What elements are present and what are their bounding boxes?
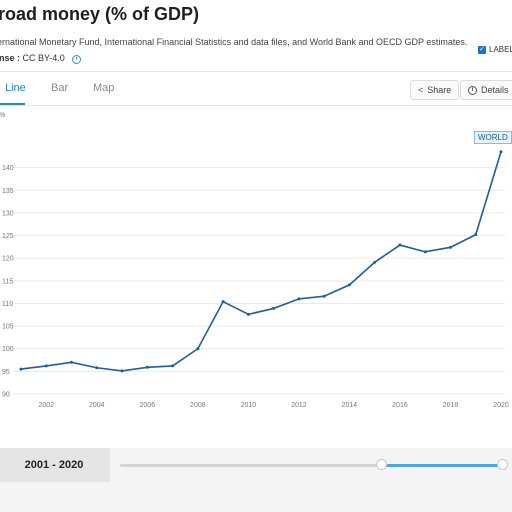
page-title: road money (% of GDP) [0, 4, 200, 24]
data-point[interactable] [297, 297, 301, 301]
y-axis-ticks: 90 95 100 105 110 115 120 125 130 135 140 [2, 165, 14, 398]
data-point[interactable] [120, 369, 124, 373]
y-tick-label: 100 [2, 346, 14, 353]
range-label: 2001 - 2020 [0, 448, 110, 482]
source-note: ernational Monetary Fund, International … [0, 37, 468, 47]
legend-label: LABEL [489, 45, 512, 54]
data-point[interactable] [423, 250, 427, 254]
x-tick-label: 2010 [241, 402, 257, 409]
chart-grid [14, 167, 505, 395]
y-tick-label: 125 [2, 233, 14, 240]
data-point[interactable] [246, 312, 250, 316]
series-line [20, 151, 502, 372]
range-end-handle[interactable] [497, 459, 508, 470]
y-tick-label: 140 [2, 165, 14, 172]
line-chart: 90 95 100 105 110 115 120 125 130 135 140 2002 2004… [0, 112, 509, 409]
range-slider[interactable] [120, 459, 508, 470]
share-icon: < [418, 85, 424, 95]
info-icon[interactable]: i [72, 55, 82, 64]
details-label: Details [481, 85, 509, 95]
range-start-handle[interactable] [376, 459, 387, 470]
chart-card: Line Bar Map < Share i Details [0, 71, 512, 449]
x-tick-label: 2004 [89, 402, 105, 409]
series-tooltip: WORLD [474, 131, 512, 144]
x-axis-ticks: 2002 2004 2006 2008 2010 2012 2014 2016 2018 2020 [38, 402, 508, 409]
y-tick-label: 130 [2, 210, 14, 217]
license-value: CC BY-4.0 [22, 53, 65, 63]
x-tick-label: 2002 [38, 402, 54, 409]
data-point[interactable] [373, 260, 377, 264]
data-point[interactable] [44, 364, 48, 368]
tab-line[interactable]: Line [5, 82, 26, 94]
range-slider-fill [382, 464, 504, 467]
y-tick-label: 110 [2, 301, 13, 308]
y-tick-label: 115 [2, 278, 13, 285]
y-tick-label: 120 [2, 256, 14, 263]
series-world [19, 150, 503, 373]
active-tab-indicator [0, 103, 25, 105]
x-tick-label: 2012 [291, 402, 307, 409]
data-point[interactable] [398, 243, 402, 247]
y-tick-label: 105 [2, 324, 14, 331]
y-tick-label: 90 [2, 392, 10, 399]
y-tick-label: 95 [2, 369, 10, 376]
data-point[interactable] [196, 347, 200, 351]
data-point[interactable] [474, 233, 478, 237]
data-point[interactable] [145, 365, 149, 369]
data-point[interactable] [322, 294, 326, 298]
data-point[interactable] [70, 360, 74, 364]
x-tick-label: 2014 [342, 402, 358, 409]
data-point[interactable] [272, 306, 276, 310]
legend-checkbox[interactable]: ✓ [478, 45, 486, 54]
range-panel: 2001 - 2020 [0, 448, 512, 512]
x-tick-label: 2008 [190, 402, 206, 409]
x-tick-label: 2016 [392, 402, 408, 409]
details-button[interactable]: i Details [460, 80, 512, 100]
data-point[interactable] [499, 150, 503, 154]
y-tick-label: 135 [2, 188, 14, 195]
share-button[interactable]: < Share [410, 80, 460, 100]
data-point[interactable] [171, 364, 175, 368]
tab-map[interactable]: Map [93, 82, 115, 94]
data-point[interactable] [448, 245, 452, 249]
data-point[interactable] [19, 367, 23, 371]
share-label: Share [427, 85, 452, 95]
data-point[interactable] [347, 283, 351, 287]
data-point[interactable] [95, 366, 99, 370]
tab-divider [0, 105, 512, 106]
x-tick-label: 2006 [140, 402, 156, 409]
y-axis-unit: % [0, 112, 5, 119]
tab-bar[interactable]: Bar [51, 82, 69, 94]
license-line: ense : CC BY-4.0 i [0, 53, 82, 64]
license-label: ense : [0, 53, 21, 63]
data-point[interactable] [221, 300, 225, 304]
details-icon: i [468, 85, 477, 95]
x-tick-label: 2018 [443, 402, 459, 409]
legend: ✓ LABEL [478, 45, 512, 54]
x-tick-label: 2020 [493, 402, 509, 409]
